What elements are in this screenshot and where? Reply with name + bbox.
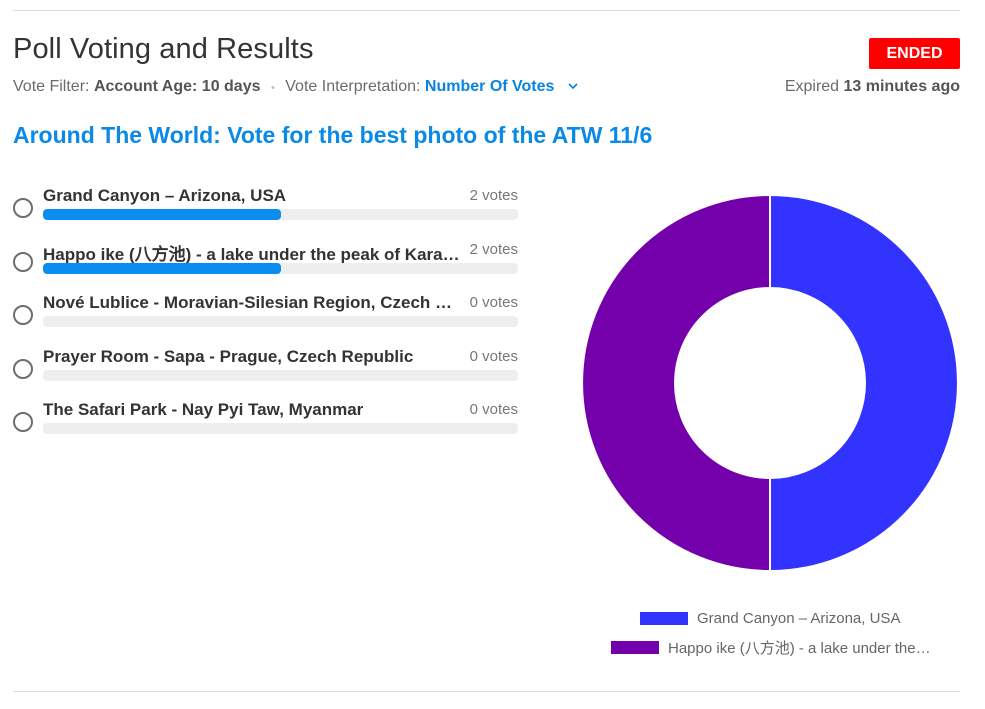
option-vote-count: 0 votes bbox=[469, 401, 518, 418]
results-donut-chart bbox=[581, 193, 959, 573]
vote-interpretation-label: Vote Interpretation: bbox=[285, 78, 421, 95]
option-radio[interactable] bbox=[13, 198, 33, 218]
poll-option: Prayer Room - Sapa - Prague, Czech Repub… bbox=[13, 347, 518, 391]
expired-time: 13 minutes ago bbox=[843, 78, 960, 95]
vote-filter-bar: Vote Filter: Account Age: 10 days • Vote… bbox=[13, 78, 578, 96]
legend-swatch bbox=[611, 641, 659, 654]
option-vote-count: 2 votes bbox=[469, 187, 518, 204]
expiry-info: Expired 13 minutes ago bbox=[785, 78, 960, 96]
option-radio[interactable] bbox=[13, 359, 33, 379]
legend-swatch bbox=[640, 612, 688, 625]
poll-title: Around The World: Vote for the best phot… bbox=[13, 122, 653, 148]
top-divider bbox=[13, 10, 960, 11]
option-result-fill bbox=[43, 263, 281, 274]
option-radio[interactable] bbox=[13, 412, 33, 432]
option-label: Prayer Room - Sapa - Prague, Czech Repub… bbox=[43, 347, 414, 366]
legend-label: Happo ike (八方池) - a lake under the… bbox=[668, 640, 931, 657]
option-result-bar bbox=[43, 263, 518, 274]
option-result-bar bbox=[43, 370, 518, 381]
option-label: Grand Canyon – Arizona, USA bbox=[43, 186, 287, 205]
option-vote-count: 0 votes bbox=[469, 294, 518, 311]
option-vote-count: 0 votes bbox=[469, 348, 518, 365]
legend-label: Grand Canyon – Arizona, USA bbox=[697, 610, 901, 627]
option-radio[interactable] bbox=[13, 305, 33, 325]
chevron-down-icon bbox=[568, 83, 578, 90]
poll-option: Nové Lublice - Moravian-Silesian Region,… bbox=[13, 293, 518, 337]
legend-item: Grand Canyon – Arizona, USA bbox=[640, 610, 900, 627]
poll-option: Happo ike (八方池) - a lake under the peak … bbox=[13, 240, 518, 284]
donut-slice bbox=[769, 193, 959, 573]
meta-separator: • bbox=[270, 82, 275, 94]
legend-item: Happo ike (八方池) - a lake under the… bbox=[611, 637, 931, 658]
page-title: Poll Voting and Results bbox=[13, 33, 314, 65]
poll-option: Grand Canyon – Arizona, USA 2 votes bbox=[13, 186, 518, 230]
option-result-bar bbox=[43, 423, 518, 434]
option-label: Nové Lublice - Moravian-Silesian Region,… bbox=[43, 293, 463, 312]
poll-option: The Safari Park - Nay Pyi Taw, Myanmar 0 … bbox=[13, 400, 518, 444]
vote-interpretation-value: Number Of Votes bbox=[424, 78, 555, 95]
expired-label: Expired bbox=[784, 78, 840, 95]
vote-filter-value: Account Age: 10 days bbox=[93, 78, 261, 95]
donut-slice bbox=[581, 193, 771, 573]
option-label: Happo ike (八方池) - a lake under the peak … bbox=[43, 245, 463, 264]
status-badge: ENDED bbox=[869, 38, 960, 69]
option-radio[interactable] bbox=[13, 252, 33, 272]
vote-interpretation-dropdown[interactable]: Number Of Votes bbox=[425, 78, 578, 95]
option-result-bar bbox=[43, 209, 518, 220]
option-label: The Safari Park - Nay Pyi Taw, Myanmar bbox=[43, 400, 364, 419]
option-result-fill bbox=[43, 209, 281, 220]
vote-filter-label: Vote Filter: bbox=[13, 78, 90, 95]
option-vote-count: 2 votes bbox=[469, 241, 518, 258]
option-result-bar bbox=[43, 316, 518, 327]
bottom-divider bbox=[13, 691, 960, 692]
